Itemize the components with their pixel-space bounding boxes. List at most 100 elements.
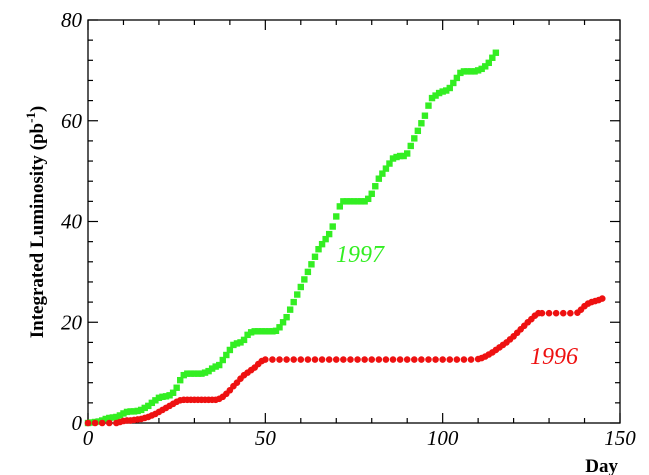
data-point-1997 (446, 84, 453, 92)
data-point-1997 (237, 339, 244, 346)
data-point-1997 (357, 198, 365, 205)
data-point-1997 (283, 314, 290, 321)
data-point-1996 (91, 419, 99, 427)
data-point-1996 (396, 356, 404, 363)
data-point-1997 (233, 340, 241, 347)
data-point-1996 (598, 295, 606, 302)
data-point-1997 (361, 198, 368, 205)
data-point-1997 (329, 223, 336, 230)
data-point-1996 (98, 419, 106, 427)
y-tick-label: 40 (61, 210, 83, 234)
y-axis-title-superscript: -1 (23, 112, 38, 123)
data-point-1997 (201, 369, 209, 376)
data-point-1997 (318, 240, 326, 248)
data-point-1996 (545, 309, 553, 317)
data-point-1996 (453, 356, 461, 363)
y-axis-title-close: ) (27, 106, 48, 112)
data-point-1996 (446, 356, 454, 363)
data-point-1997 (130, 408, 138, 415)
data-point-1997 (166, 392, 173, 399)
data-point-1997 (169, 389, 177, 396)
data-point-1997 (297, 283, 304, 291)
data-point-1997 (247, 329, 255, 336)
data-point-1997 (152, 397, 159, 404)
data-point-1997 (364, 195, 372, 203)
data-point-1997 (301, 276, 308, 283)
data-point-1997 (141, 404, 148, 412)
data-point-1997 (343, 198, 351, 205)
data-point-1996 (347, 356, 354, 363)
data-point-1997 (198, 370, 205, 377)
data-point-1996 (375, 356, 383, 363)
data-point-1997 (102, 415, 109, 423)
data-point-1996 (410, 356, 418, 363)
y-axis-title-main: Integrated Luminosity (pb (27, 123, 48, 338)
data-point-1997 (272, 327, 280, 335)
data-point-1997 (304, 268, 312, 276)
series-1997 (84, 49, 500, 427)
data-point-1997 (191, 370, 198, 377)
data-point-1996 (84, 419, 92, 427)
data-point-1997 (421, 112, 429, 119)
data-point-1997 (286, 306, 294, 313)
data-point-1997 (308, 261, 315, 268)
data-point-1997 (443, 87, 450, 94)
data-point-1997 (425, 102, 432, 109)
data-point-1997 (407, 142, 414, 150)
data-point-1997 (294, 291, 301, 298)
data-point-1997 (379, 170, 386, 177)
data-point-1997 (255, 328, 262, 335)
data-point-1997 (109, 414, 117, 421)
data-point-1997 (265, 328, 273, 335)
data-point-1996 (389, 356, 397, 363)
x-tick-label: 50 (255, 426, 277, 450)
data-point-1996 (269, 356, 276, 363)
data-point-1996 (439, 356, 446, 363)
data-point-1997 (212, 363, 219, 370)
data-point-1997 (386, 160, 393, 167)
data-point-1997 (471, 68, 478, 75)
x-tick-label: 150 (604, 426, 636, 450)
data-point-1997 (223, 351, 230, 359)
data-point-1997 (478, 65, 485, 73)
data-point-1997 (492, 49, 500, 56)
data-point-1997 (340, 198, 347, 205)
data-point-1997 (230, 341, 237, 349)
data-point-1997 (138, 406, 145, 414)
data-point-1997 (350, 198, 358, 205)
data-point-1997 (180, 371, 187, 379)
data-point-1996 (418, 356, 425, 363)
data-point-1997 (428, 94, 436, 102)
data-point-1997 (205, 367, 212, 375)
data-point-1997 (393, 153, 400, 161)
data-series (84, 49, 606, 427)
data-point-1996 (354, 356, 361, 363)
data-point-1997 (322, 235, 329, 243)
data-point-1997 (450, 79, 457, 87)
y-tick-label: 0 (72, 411, 83, 435)
data-point-1996 (467, 356, 475, 363)
data-point-1997 (276, 324, 283, 331)
data-point-1997 (489, 54, 496, 61)
data-point-1996 (325, 356, 333, 363)
data-point-1997 (162, 393, 170, 400)
data-point-1997 (184, 370, 191, 377)
data-point-1997 (194, 370, 202, 377)
data-point-1997 (453, 74, 461, 82)
data-point-1997 (404, 150, 411, 157)
data-point-1997 (269, 328, 276, 335)
data-point-1997 (120, 410, 127, 417)
data-point-1996 (567, 309, 574, 317)
data-point-1997 (325, 230, 333, 238)
data-point-1997 (435, 89, 443, 97)
data-point-1997 (389, 155, 397, 162)
data-point-1996 (340, 356, 347, 363)
data-point-1997 (127, 408, 134, 415)
data-point-1996 (432, 356, 439, 363)
y-axis-title: Integrated Luminosity (pb-1) (23, 106, 48, 339)
data-point-1997 (336, 203, 344, 210)
data-point-1996 (283, 356, 290, 363)
data-point-1997 (396, 152, 404, 160)
data-point-1997 (159, 393, 166, 401)
